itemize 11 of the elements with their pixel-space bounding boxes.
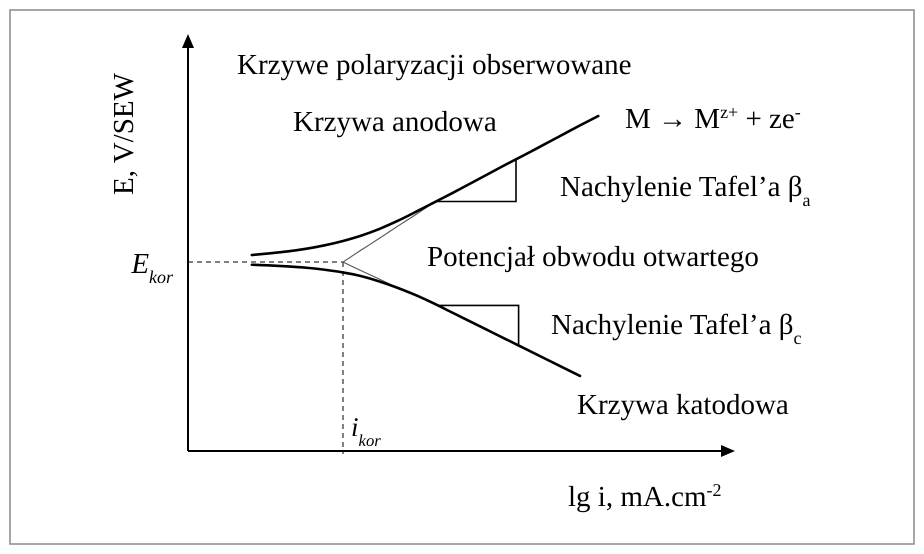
annotation: Potencjał obwodu otwartego (427, 241, 759, 273)
ref-line-label: E$_{kor}$ (130, 248, 174, 288)
annotation: i$_{kor}$ (351, 412, 382, 450)
chart-title: Krzywe polaryzacji obserwowane (237, 49, 632, 81)
annotation: Krzywa anodowa (293, 106, 497, 138)
annotation: Krzywa katodowa (577, 389, 789, 421)
x-axis-title: lg i, mA.cm$^{-2}$ (568, 480, 722, 513)
annotation: M → M$^{z+}$ + ze$^{-}$ (625, 102, 801, 135)
y-axis-title: E, V/SEW (108, 72, 140, 195)
annotation: Nachylenie Tafel’a β$_{a}$ (560, 171, 810, 210)
annotation: Nachylenie Tafel’a β$_{c}$ (551, 309, 802, 348)
